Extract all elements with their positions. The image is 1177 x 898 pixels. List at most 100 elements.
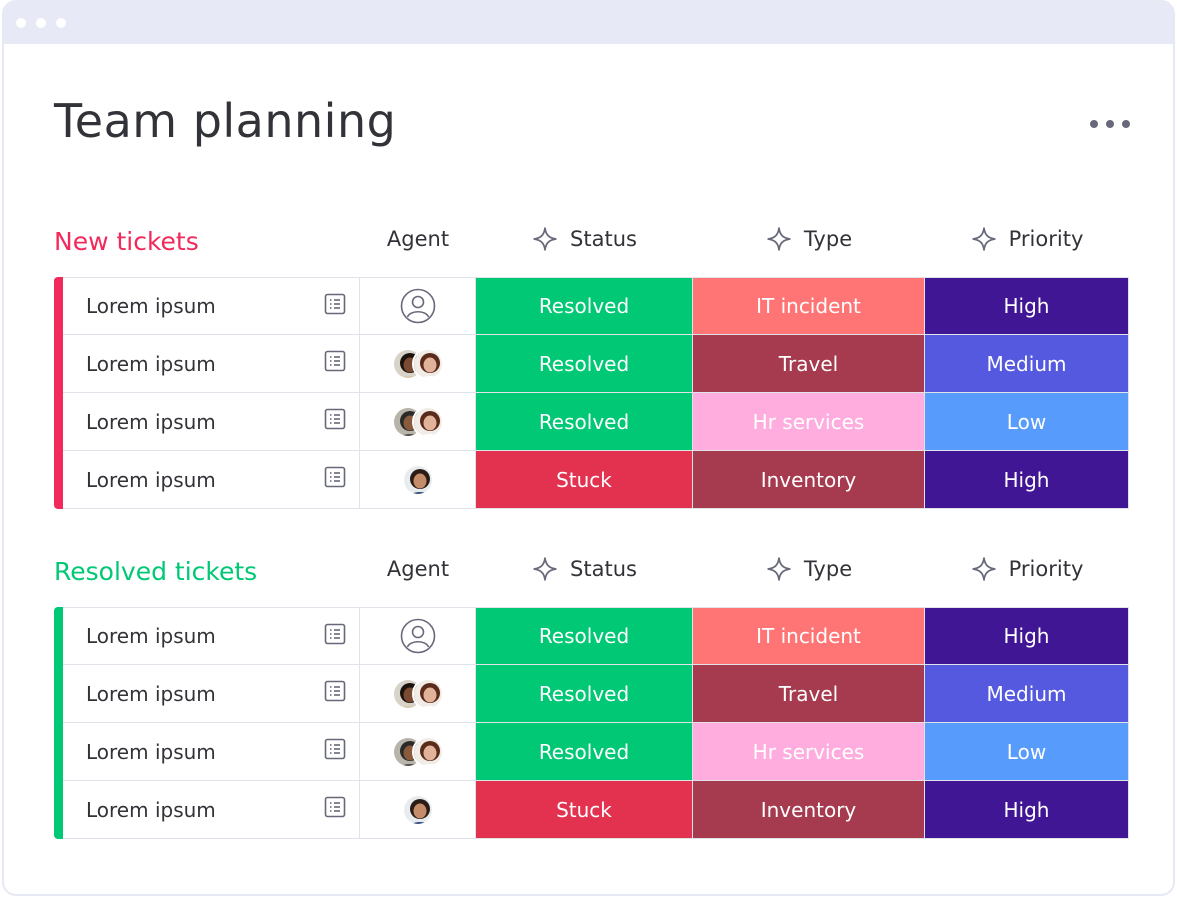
table-row[interactable]: Lorem ipsum Resolved Travel Medium (63, 335, 1129, 393)
column-header-status[interactable]: Status (476, 224, 693, 254)
group-title[interactable]: Resolved tickets (54, 557, 258, 586)
priority-cell[interactable]: Medium (925, 335, 1129, 393)
status-cell[interactable]: Resolved (476, 665, 693, 723)
item-name: Lorem ipsum (86, 739, 216, 764)
column-header-type[interactable]: Type (693, 554, 925, 584)
status-label: Stuck (556, 467, 612, 492)
agent-cell[interactable] (360, 451, 476, 509)
agent-cell[interactable] (360, 607, 476, 665)
priority-cell[interactable]: High (925, 451, 1129, 509)
type-cell[interactable]: Travel (693, 665, 925, 723)
priority-cell[interactable]: Low (925, 723, 1129, 781)
column-header-label: Priority (1008, 227, 1084, 251)
agent-avatars[interactable] (391, 347, 444, 380)
type-cell[interactable]: Hr services (693, 393, 925, 451)
item-updates-icon[interactable] (323, 465, 347, 494)
table-row[interactable]: Lorem ipsum Stuck Inventory High (63, 451, 1129, 509)
priority-label: High (1003, 797, 1050, 822)
agent-cell[interactable] (360, 393, 476, 451)
agent-cell[interactable] (360, 723, 476, 781)
column-header-status[interactable]: Status (476, 554, 693, 584)
item-updates-icon[interactable] (323, 679, 347, 708)
status-cell[interactable]: Resolved (476, 277, 693, 335)
agent-cell[interactable] (360, 335, 476, 393)
item-name-cell[interactable]: Lorem ipsum (63, 723, 360, 781)
priority-label: High (1003, 294, 1050, 318)
status-cell[interactable]: Resolved (476, 723, 693, 781)
priority-label: Medium (986, 681, 1067, 706)
sparkle-icon (532, 556, 570, 582)
table-row[interactable]: Lorem ipsum Resolved IT incident High (63, 607, 1129, 665)
item-updates-icon[interactable] (323, 737, 347, 766)
type-cell[interactable]: Inventory (693, 781, 925, 839)
column-header-agent[interactable]: Agent (360, 554, 476, 584)
item-name-cell[interactable]: Lorem ipsum (63, 607, 360, 665)
agent-avatars[interactable] (391, 735, 444, 768)
priority-label: Medium (986, 351, 1067, 376)
item-name-cell[interactable]: Lorem ipsum (63, 451, 360, 509)
group-title[interactable]: New tickets (54, 227, 199, 256)
type-label: IT incident (756, 294, 861, 318)
empty-person-icon[interactable] (400, 288, 436, 324)
item-updates-icon[interactable] (323, 407, 347, 436)
agent-avatars[interactable] (391, 677, 444, 710)
status-cell[interactable]: Resolved (476, 335, 693, 393)
agent-cell[interactable] (360, 277, 476, 335)
group-table: Lorem ipsum Resolved IT incident High Lorem … (54, 607, 1129, 839)
status-label: Resolved (538, 351, 630, 376)
agent-cell[interactable] (360, 781, 476, 839)
item-name-cell[interactable]: Lorem ipsum (63, 393, 360, 451)
sparkle-icon (971, 226, 1009, 252)
agent-avatar (411, 735, 444, 768)
priority-cell[interactable]: High (925, 607, 1129, 665)
window-titlebar (4, 2, 1173, 44)
item-updates-icon[interactable] (323, 292, 347, 321)
item-updates-icon[interactable] (323, 622, 347, 651)
group-table: Lorem ipsum Resolved IT incident High Lorem … (54, 277, 1129, 509)
column-header-type[interactable]: Type (693, 224, 925, 254)
priority-cell[interactable]: High (925, 277, 1129, 335)
sparkle-icon (766, 226, 804, 252)
group-header: New tickets Agent Status Type Priority (54, 217, 1129, 277)
type-cell[interactable]: Inventory (693, 451, 925, 509)
item-name-cell[interactable]: Lorem ipsum (63, 335, 360, 393)
column-header-label: Agent (386, 557, 450, 581)
status-cell[interactable]: Stuck (476, 781, 693, 839)
item-updates-icon[interactable] (323, 795, 347, 824)
column-header-priority[interactable]: Priority (925, 554, 1129, 584)
agent-avatar[interactable] (401, 793, 434, 826)
table-row[interactable]: Lorem ipsum Stuck Inventory High (63, 781, 1129, 839)
agent-cell[interactable] (360, 665, 476, 723)
type-cell[interactable]: IT incident (693, 607, 925, 665)
item-name-cell[interactable]: Lorem ipsum (63, 665, 360, 723)
item-updates-icon[interactable] (323, 349, 347, 378)
window-dot-icon (56, 18, 66, 28)
item-name: Lorem ipsum (86, 624, 216, 648)
table-row[interactable]: Lorem ipsum Resolved IT incident High (63, 277, 1129, 335)
column-header-priority[interactable]: Priority (925, 224, 1129, 254)
status-cell[interactable]: Stuck (476, 451, 693, 509)
item-name-cell[interactable]: Lorem ipsum (63, 277, 360, 335)
agent-avatar[interactable] (401, 463, 434, 496)
type-label: Travel (778, 681, 839, 706)
priority-cell[interactable]: Low (925, 393, 1129, 451)
status-cell[interactable]: Resolved (476, 607, 693, 665)
table-row[interactable]: Lorem ipsum Resolved Hr services Low (63, 393, 1129, 451)
more-options-icon[interactable] (1088, 116, 1132, 136)
status-cell[interactable]: Resolved (476, 393, 693, 451)
type-cell[interactable]: Travel (693, 335, 925, 393)
column-header-agent[interactable]: Agent (360, 224, 476, 254)
priority-cell[interactable]: High (925, 781, 1129, 839)
type-cell[interactable]: IT incident (693, 277, 925, 335)
priority-label: High (1003, 467, 1050, 492)
table-row[interactable]: Lorem ipsum Resolved Travel Medium (63, 665, 1129, 723)
item-name-cell[interactable]: Lorem ipsum (63, 781, 360, 839)
empty-person-icon[interactable] (400, 618, 436, 654)
table-row[interactable]: Lorem ipsum Resolved Hr services Low (63, 723, 1129, 781)
status-label: Resolved (538, 294, 630, 318)
agent-avatar (411, 677, 444, 710)
type-cell[interactable]: Hr services (693, 723, 925, 781)
priority-cell[interactable]: Medium (925, 665, 1129, 723)
agent-avatars[interactable] (391, 405, 444, 438)
